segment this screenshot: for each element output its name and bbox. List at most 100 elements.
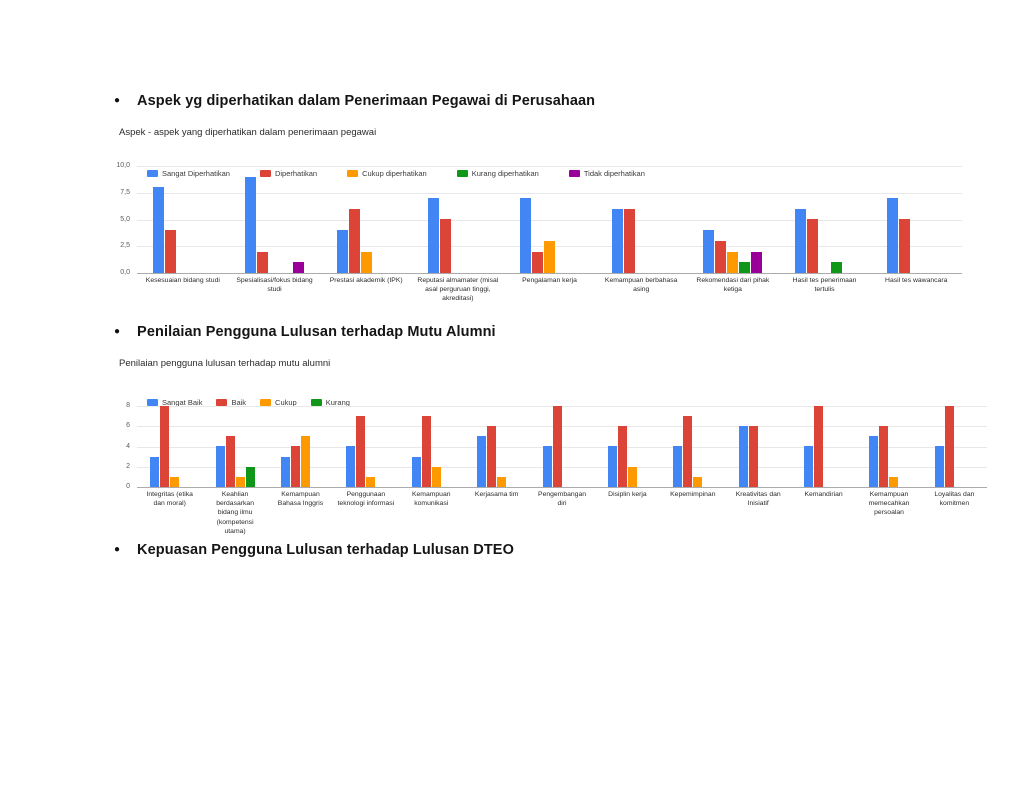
bar-group [687,166,779,273]
bar [366,477,376,487]
y-tick-label: 6 [126,422,130,430]
bar-group [870,166,962,273]
bar [245,467,255,487]
bar [160,406,170,487]
bar [411,457,421,487]
bar [544,241,556,273]
bar [170,477,180,487]
legend-swatch [147,399,158,406]
x-category-label: Kemampuan memecahkan persoalan [868,491,910,517]
heading-text: Aspek yg diperhatikan dalam Penerimaan P… [137,93,596,109]
bar [477,436,487,487]
legend-item: Tidak diperhatikan [568,169,645,178]
bar-group [779,166,871,273]
gridline [137,406,987,407]
bar [542,446,552,487]
bar [280,457,290,487]
y-tick-label: 8 [126,402,130,409]
bar-group [137,166,229,273]
legend-item: Baik [216,398,246,407]
bar-group [320,166,412,273]
y-axis: 8 6 4 2 0 [105,402,137,490]
y-tick-label: 2,5 [120,242,130,250]
bar-group [229,166,321,273]
bar [623,209,635,273]
x-category-label: Keahlian berdasarkan bidang ilmu (kompet… [216,491,254,535]
legend-label: Kurang [325,398,350,407]
bar [497,477,507,487]
bullet-heading-graduate-satisfaction: ● Kepuasan Pengguna Lulusan terhadap Lul… [114,542,514,558]
bar-group [333,406,398,487]
legend-item: Kurang diperhatikan [456,169,539,178]
bar [611,209,623,273]
bar-group [595,406,660,487]
gridline [137,426,987,428]
x-axis-labels: Integritas (etika dan moral) Keahlian ber… [137,490,987,536]
x-category-label: Spesialisasi/fokus bidang studi [236,277,313,294]
x-category-label: Disiplin kerja [608,491,647,498]
x-category-label: Kepemimpinan [670,491,716,498]
bar [715,241,727,273]
bar [552,406,562,487]
y-tick-label: 0 [126,483,130,490]
y-tick-label: 7,5 [120,188,130,196]
x-category-label: Penggunaan teknologi informasi [337,491,395,508]
bar [795,209,807,273]
y-axis: 10,0 7,5 5,0 2,5 0,0 [105,162,137,276]
bar [153,187,165,273]
heading-text: Penilaian Pengguna Lulusan terhadap Mutu… [137,324,496,340]
x-category-label: Hasil tes wawancara [885,277,948,284]
legend-label: Sangat Diperhatikan [162,169,230,178]
x-category-label: Integritas (etika dan moral) [146,491,193,508]
bar [898,219,910,273]
bar-group [137,406,202,487]
bar [346,446,356,487]
x-category-label: Kemandirian [804,491,843,498]
chart-legend: Sangat Diperhatikan Diperhatikan Cukup dip… [147,169,645,178]
gridline [137,219,962,221]
bar-group [660,406,725,487]
bar [627,467,637,487]
bar [831,262,843,273]
gridline [137,487,987,488]
y-tick-label: 5,0 [120,215,130,223]
bar [738,426,748,487]
legend-item: Sangat Diperhatikan [147,169,230,178]
chart-body: 8 6 4 2 0 Sangat Baik Baik Cukup Kurang [105,398,987,490]
x-category-label: Prestasi akademik (IPK) [329,277,403,284]
bar-group [504,166,596,273]
bar-group [791,406,856,487]
bar-group [595,166,687,273]
bar [215,446,225,487]
legend-item: Cukup diperhatikan [347,169,427,178]
bar [487,426,497,487]
bar [617,426,627,487]
legend-label: Sangat Baik [162,398,203,407]
legend-swatch [310,399,322,406]
bar [428,198,440,273]
bar [290,446,300,487]
bar [727,252,739,273]
y-tick-label: 4 [126,442,130,450]
bar-group [922,406,987,487]
bar [886,198,898,273]
bar [944,406,954,487]
legend-label: Baik [231,398,247,407]
bar-group [464,406,529,487]
legend-swatch [259,170,271,177]
bar-group [202,406,267,487]
bar-group [856,406,921,487]
legend-swatch [568,170,580,177]
gridline [137,446,987,448]
x-category-label: Kemampuan berbahasa asing [604,277,678,294]
plot-area: Sangat Diperhatikan Diperhatikan Cukup dip… [137,166,962,274]
legend-swatch [456,170,468,177]
bar [807,219,819,273]
bar [748,426,758,487]
bar [934,446,944,487]
bar [300,436,310,487]
bar-group [268,406,333,487]
bar [879,426,889,487]
bar [421,416,431,487]
